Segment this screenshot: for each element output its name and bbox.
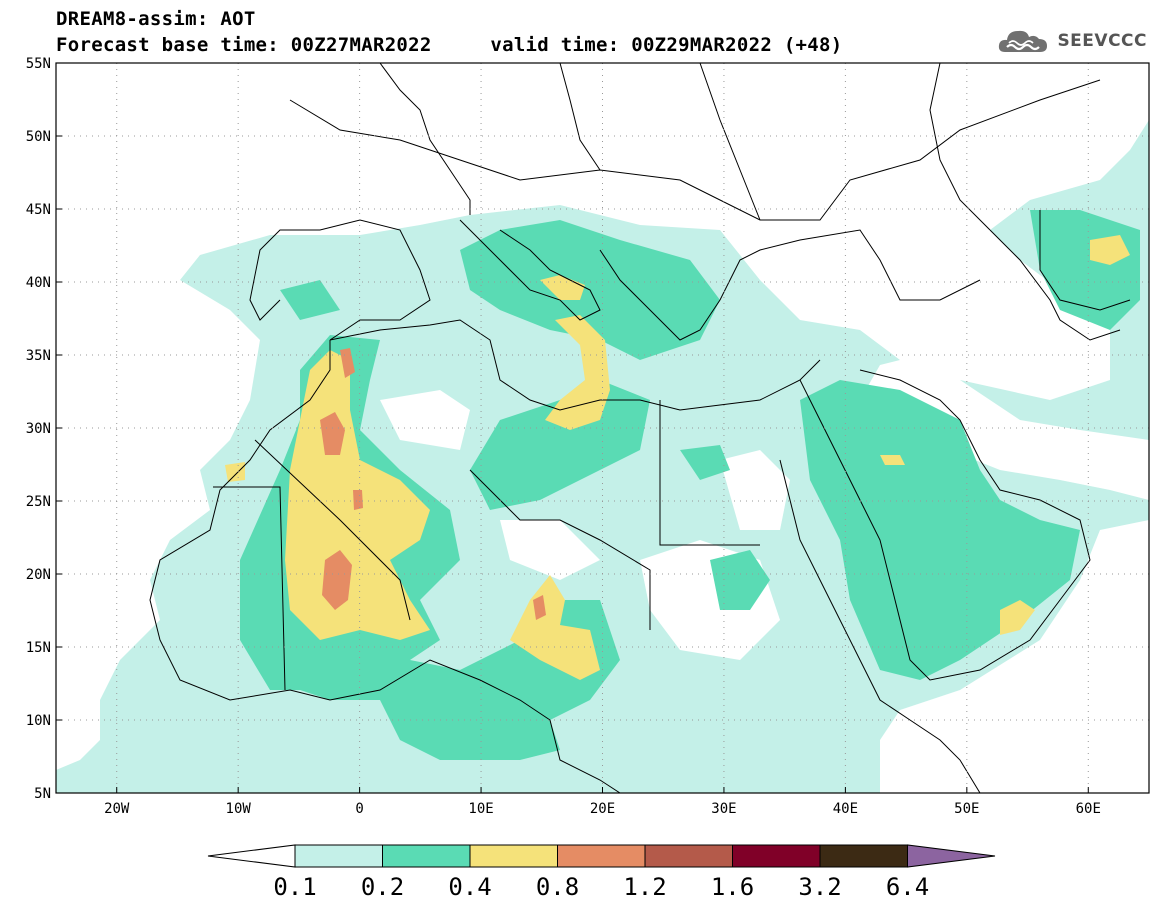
lat-tick-label: 40N — [26, 275, 51, 291]
brand-text: SEEVCCC — [1057, 31, 1147, 51]
axis-labels: 20W 10W 0 10E 20E 30E 40E 50E 60E 55N 50N 45N 40N 35N… — [26, 56, 1101, 817]
aot-level-0.2 — [470, 380, 650, 510]
colorbar-label: 0.2 — [361, 873, 404, 901]
lon-tick-label: 10W — [226, 801, 252, 817]
colorbar-swatch — [294, 844, 383, 868]
colorbar-low-arrow — [207, 844, 296, 868]
aot-level-0.4 — [1000, 600, 1035, 635]
chart-title: DREAM8-assim: AOT — [56, 8, 256, 30]
lat-tick-label: 50N — [26, 129, 51, 145]
colorbar-label: 1.6 — [711, 873, 754, 901]
colorbar-label: 1.2 — [623, 873, 666, 901]
colorbar: 0.1 0.2 0.4 0.8 1.2 1.6 3.2 6.4 — [207, 844, 996, 901]
lon-tick-label: 40E — [833, 801, 858, 817]
cloud-logo-icon — [999, 30, 1048, 52]
colorbar-swatch — [644, 844, 733, 868]
aot-level-0.2 — [1030, 210, 1140, 330]
lat-tick-label: 30N — [26, 421, 51, 437]
aot-level-0.4 — [880, 455, 905, 465]
aot-level-0.2 — [680, 445, 730, 480]
aot-level-0.2 — [710, 550, 770, 610]
brand-logo: SEEVCCC — [997, 26, 1147, 56]
aot-level-0.4 — [510, 575, 600, 680]
lon-tick-label: 20W — [104, 801, 130, 817]
lat-tick-label: 35N — [26, 348, 51, 364]
colorbar-swatch — [382, 844, 471, 868]
chart-subtitle: Forecast base time: 00Z27MAR2022 valid t… — [56, 34, 843, 56]
lat-tick-label: 25N — [26, 494, 51, 510]
lat-tick-label: 20N — [26, 567, 51, 583]
colorbar-swatch — [819, 844, 908, 868]
aot-level-0.8 — [340, 348, 355, 378]
lon-tick-label: 20E — [590, 801, 615, 817]
aot-level-0.8 — [322, 550, 352, 610]
aot-level-0.8 — [533, 595, 546, 620]
colorbar-label: 6.4 — [886, 873, 929, 901]
colorbar-swatch — [469, 844, 558, 868]
aot-level-0.4 — [1090, 235, 1130, 265]
aot-level-0.4 — [225, 462, 245, 482]
colorbar-label: 3.2 — [798, 873, 841, 901]
lat-tick-label: 55N — [26, 56, 51, 72]
lon-tick-label: 60E — [1076, 801, 1101, 817]
aot-gap — [500, 520, 600, 580]
lon-tick-label: 0 — [355, 801, 363, 817]
aot-level-0.8 — [353, 490, 363, 510]
lon-tick-label: 30E — [711, 801, 736, 817]
aot-gap — [720, 450, 790, 530]
aot-level-0.4 — [540, 275, 585, 300]
colorbar-label: 0.4 — [448, 873, 491, 901]
colorbar-label: 0.8 — [536, 873, 579, 901]
aot-level-0.2 — [280, 280, 340, 320]
lon-tick-label: 10E — [468, 801, 493, 817]
colorbar-swatch — [557, 844, 646, 868]
lat-tick-label: 45N — [26, 202, 51, 218]
lat-tick-label: 5N — [34, 786, 51, 802]
gridlines — [56, 63, 1149, 793]
aot-level-0.8 — [320, 412, 345, 455]
colorbar-label: 0.1 — [273, 873, 316, 901]
aot-field — [56, 120, 1149, 793]
aot-gap — [380, 390, 470, 450]
lat-tick-label: 15N — [26, 640, 51, 656]
lat-tick-label: 10N — [26, 713, 51, 729]
colorbar-high-arrow — [907, 844, 996, 868]
colorbar-swatch — [732, 844, 821, 868]
lon-tick-label: 50E — [954, 801, 979, 817]
